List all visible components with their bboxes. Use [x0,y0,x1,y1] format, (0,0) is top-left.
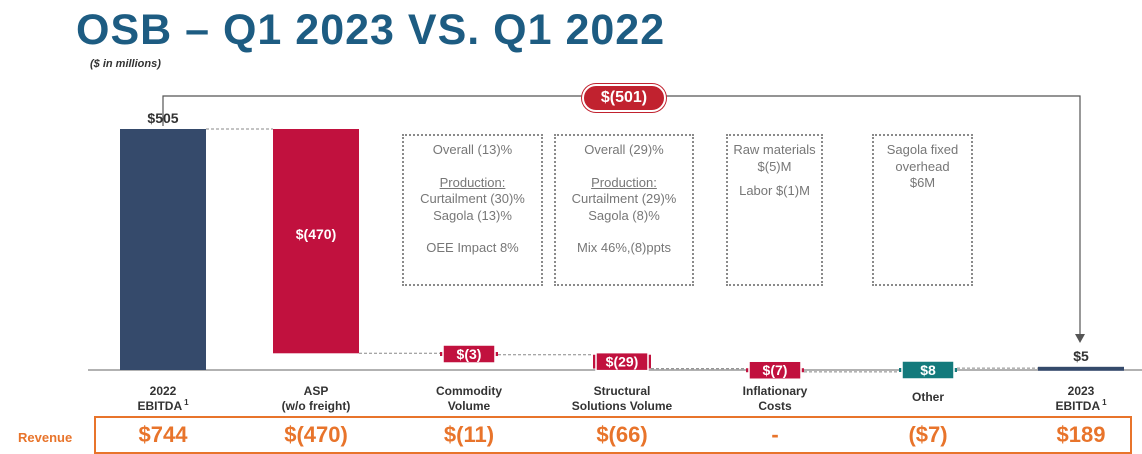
note-inflation-l2: $(5)M [757,158,792,174]
revenue-label: Revenue [18,430,73,445]
category-label-asp-line2: (w/o freight) [282,399,351,413]
note-inflation: Raw materials $(5)M Labor $(1)M [726,134,823,286]
bar-2023-ebitda [1038,366,1124,371]
revenue-value-2022-ebitda: $744 [138,422,188,447]
note-inflation-l3: Labor $(1)M [739,183,810,198]
note-structural-l3: Mix 46%,(8)ppts [577,240,671,255]
note-other: Sagola fixed overhead $6M [872,134,973,286]
note-inflation-l1: Raw materials [733,142,816,157]
revenue-value-other: ($7) [908,422,948,447]
value-label-2022-ebitda: $505 [147,110,178,126]
note-commodity-l1: Curtailment (30)% [420,191,525,206]
category-label-other: Other [912,390,944,404]
category-label-2023-ebitda-line2: EBITDA 1 [1055,398,1107,413]
value-label-asp: $(470) [296,226,336,242]
note-structural-overall: Overall (29)% [584,142,664,157]
bar-asp [273,129,359,354]
revenue-value-structural-volume: $(66) [596,422,648,447]
revenue-value-inflationary-costs: - [771,422,779,447]
category-label-inflationary-costs-line2: Costs [758,399,792,413]
category-label-2023-ebitda: 2023 [1068,384,1095,398]
bracket-arrowhead [1075,334,1085,343]
note-structural: Overall (29)% Production: Curtailment (2… [554,134,694,286]
note-other-l2: overhead [895,158,950,174]
value-label-other: $8 [920,362,936,378]
value-label-bg-structural-volume [595,351,649,372]
note-other-l3: $6M [909,175,936,190]
category-label-2022-ebitda-line2: EBITDA 1 [137,398,189,413]
bar-2022-ebitda [120,129,206,370]
value-label-bg-commodity-volume [442,344,496,364]
value-label-commodity-volume: $(3) [457,346,482,362]
note-structural-l2: Sagola (8)% [588,207,660,223]
total-change-badge: $(501) [582,84,666,112]
page-title: OSB – Q1 2023 VS. Q1 2022 [76,6,666,54]
value-label-structural-volume: $(29) [606,354,639,370]
note-structural-l1: Curtailment (29)% [571,191,677,206]
revenue-value-commodity-volume: $(11) [443,422,495,447]
revenue-value-2023-ebitda: $189 [1056,422,1106,447]
note-commodity-overall: Overall (13)% [432,142,513,157]
category-label-structural-volume: Structural [594,384,651,398]
category-label-asp: ASP [304,384,329,398]
note-commodity-l2: Sagola (13)% [433,207,512,223]
note-commodity: Overall (13)% Production: Curtailment (3… [402,134,543,286]
value-label-bg-inflationary-costs [748,360,802,380]
category-label-commodity-volume: Commodity [436,384,502,398]
value-label-2023-ebitda: $5 [1073,348,1089,364]
category-label-commodity-volume-line2: Volume [448,399,491,413]
note-commodity-l3: OEE Impact 8% [426,240,519,255]
value-label-bg-other [901,360,955,380]
note-other-l1: Sagola fixed [886,142,959,157]
category-label-2022-ebitda: 2022 [150,384,177,398]
value-label-inflationary-costs: $(7) [763,362,788,378]
note-commodity-heading: Production: [439,174,506,190]
category-label-inflationary-costs: Inflationary [743,384,808,398]
category-label-structural-volume-line2: Solutions Volume [572,399,673,413]
note-structural-heading: Production: [591,174,657,190]
revenue-value-asp: $(470) [284,422,348,447]
units-subtitle: ($ in millions) [90,58,161,70]
